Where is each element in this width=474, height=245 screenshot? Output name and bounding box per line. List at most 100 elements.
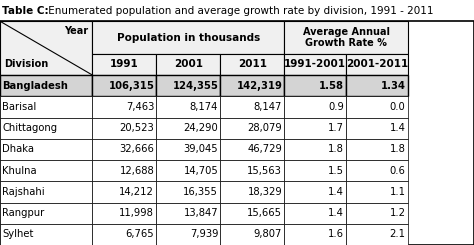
Bar: [284, 139, 346, 160]
Text: 14,705: 14,705: [183, 166, 218, 176]
Text: 2001-2011: 2001-2011: [346, 60, 408, 69]
Text: Division: Division: [4, 59, 48, 69]
Bar: [220, 75, 284, 96]
Text: 1991-2001: 1991-2001: [284, 60, 346, 69]
Text: Barisal: Barisal: [2, 102, 36, 112]
Text: Bangladesh: Bangladesh: [2, 81, 68, 91]
Bar: [92, 181, 156, 203]
Bar: [220, 139, 284, 160]
Text: 0.6: 0.6: [390, 166, 405, 176]
Text: 24,290: 24,290: [183, 123, 218, 133]
Text: 1.1: 1.1: [390, 187, 405, 197]
Text: 1.7: 1.7: [328, 123, 344, 133]
Bar: [284, 75, 346, 96]
Bar: [0, 139, 92, 160]
Bar: [284, 181, 346, 203]
Text: 1.4: 1.4: [390, 123, 405, 133]
Text: Table C:: Table C:: [1, 6, 48, 16]
Text: Sylhet: Sylhet: [2, 229, 34, 239]
Text: Dhaka: Dhaka: [2, 144, 34, 154]
Bar: [284, 224, 346, 245]
Bar: [220, 203, 284, 224]
Text: 1.4: 1.4: [328, 208, 344, 218]
Text: 1.34: 1.34: [381, 81, 405, 91]
Bar: [92, 224, 156, 245]
Text: 28,079: 28,079: [247, 123, 282, 133]
Bar: [0, 96, 92, 118]
Bar: [156, 203, 220, 224]
Text: Average Annual
Growth Rate %: Average Annual Growth Rate %: [302, 27, 390, 48]
Bar: [220, 54, 284, 75]
Bar: [92, 21, 284, 54]
Bar: [0, 21, 92, 75]
Text: 15,665: 15,665: [247, 208, 282, 218]
Bar: [156, 118, 220, 139]
Text: 1.2: 1.2: [390, 208, 405, 218]
Text: Khulna: Khulna: [2, 166, 37, 176]
Bar: [346, 118, 408, 139]
Bar: [92, 75, 156, 96]
Text: 7,939: 7,939: [190, 229, 218, 239]
Bar: [346, 54, 408, 75]
Text: 2001: 2001: [174, 60, 203, 69]
Bar: [0, 224, 92, 245]
Text: 0.9: 0.9: [328, 102, 344, 112]
Text: 16,355: 16,355: [183, 187, 218, 197]
Bar: [156, 54, 220, 75]
Bar: [156, 181, 220, 203]
Text: 2.1: 2.1: [390, 229, 405, 239]
Text: 9,807: 9,807: [254, 229, 282, 239]
Bar: [220, 96, 284, 118]
Text: Enumerated population and average growth rate by division, 1991 - 2011: Enumerated population and average growth…: [45, 6, 434, 16]
Text: 20,523: 20,523: [119, 123, 154, 133]
Text: 32,666: 32,666: [119, 144, 154, 154]
Bar: [346, 203, 408, 224]
Bar: [220, 224, 284, 245]
Bar: [92, 139, 156, 160]
Bar: [284, 96, 346, 118]
Text: 8,147: 8,147: [254, 102, 282, 112]
Bar: [346, 139, 408, 160]
Bar: [92, 96, 156, 118]
Text: 1.5: 1.5: [328, 166, 344, 176]
Text: 142,319: 142,319: [237, 81, 282, 91]
Bar: [346, 96, 408, 118]
Bar: [92, 118, 156, 139]
Bar: [156, 139, 220, 160]
Bar: [0, 118, 92, 139]
Text: 46,729: 46,729: [247, 144, 282, 154]
Text: 1.8: 1.8: [328, 144, 344, 154]
Text: Population in thousands: Population in thousands: [117, 33, 260, 43]
Text: 1.6: 1.6: [328, 229, 344, 239]
Text: 8,174: 8,174: [190, 102, 218, 112]
Text: Chittagong: Chittagong: [2, 123, 57, 133]
Bar: [220, 181, 284, 203]
Text: 106,315: 106,315: [109, 81, 154, 91]
Bar: [220, 160, 284, 181]
Text: 15,563: 15,563: [247, 166, 282, 176]
Bar: [346, 181, 408, 203]
Bar: [0, 160, 92, 181]
Bar: [156, 96, 220, 118]
Text: 2011: 2011: [238, 60, 267, 69]
Text: 1.58: 1.58: [319, 81, 344, 91]
Text: Year: Year: [64, 25, 89, 36]
Bar: [284, 21, 408, 54]
Bar: [156, 224, 220, 245]
Bar: [156, 75, 220, 96]
Text: 124,355: 124,355: [173, 81, 218, 91]
Bar: [284, 54, 346, 75]
Text: Rangpur: Rangpur: [2, 208, 45, 218]
Bar: [346, 160, 408, 181]
Bar: [0, 203, 92, 224]
Text: 13,847: 13,847: [183, 208, 218, 218]
Bar: [284, 160, 346, 181]
Bar: [156, 160, 220, 181]
Text: 0.0: 0.0: [390, 102, 405, 112]
Text: 7,463: 7,463: [126, 102, 154, 112]
Bar: [220, 118, 284, 139]
Bar: [346, 224, 408, 245]
Text: 1.8: 1.8: [390, 144, 405, 154]
Text: 12,688: 12,688: [119, 166, 154, 176]
Text: 14,212: 14,212: [119, 187, 154, 197]
